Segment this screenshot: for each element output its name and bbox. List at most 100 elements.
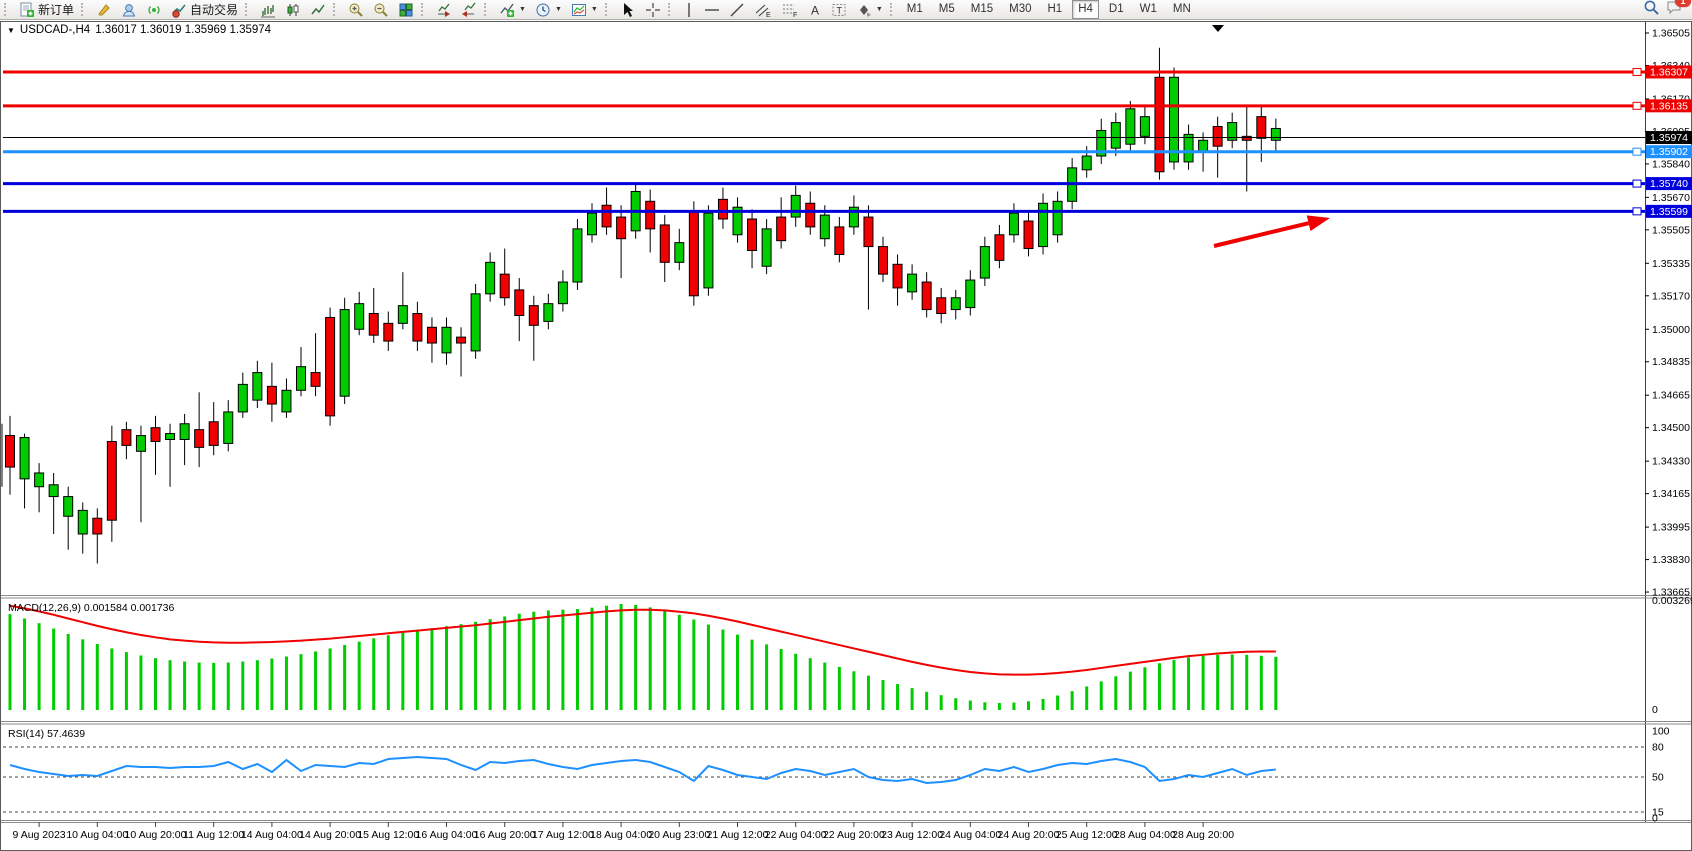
svg-text:1.34835: 1.34835	[1652, 356, 1690, 368]
rsi-indicator: 100 80 50 150 RSI(14) 57.4639	[3, 726, 1670, 825]
templates-button[interactable]: ▼	[567, 0, 602, 20]
shapes-tool-button[interactable]: ▼	[852, 0, 887, 20]
new-order-label: 新订单	[38, 3, 75, 17]
zoom-in-button[interactable]	[344, 0, 368, 20]
timeframe-button-M5[interactable]: M5	[938, 3, 955, 15]
timeframe-button-H4[interactable]: H4	[1072, 0, 1099, 19]
svg-text:RSI(14) 57.4639: RSI(14) 57.4639	[8, 728, 85, 740]
price-line-1.35974[interactable]: 1.35974	[3, 131, 1692, 145]
main-toolbar: 新订单 自动交易	[0, 0, 1692, 20]
notifications-chat-icon[interactable]: 1	[1666, 0, 1691, 21]
svg-text:1.34500: 1.34500	[1652, 422, 1690, 434]
chart-ohlc-values: 1.36017 1.36019 1.35969 1.35974	[95, 24, 272, 36]
template-icon	[571, 2, 587, 18]
crayon-icon	[96, 2, 112, 18]
search-icon[interactable]	[1643, 0, 1660, 21]
auto-scroll-button[interactable]	[432, 0, 456, 20]
svg-text:14 Aug 20:00: 14 Aug 20:00	[299, 829, 361, 841]
line-chart-mode-button[interactable]	[306, 0, 330, 20]
svg-text:16 Aug 20:00: 16 Aug 20:00	[474, 829, 536, 841]
zoom-out-icon	[373, 2, 389, 18]
svg-text:28 Aug 20:00: 28 Aug 20:00	[1172, 829, 1234, 841]
bar-chart-mode-button[interactable]	[256, 0, 280, 20]
svg-text:1.34165: 1.34165	[1652, 488, 1690, 500]
zoom-in-icon	[348, 2, 364, 18]
svg-text:1.33830: 1.33830	[1652, 554, 1690, 566]
vline-tool-button[interactable]	[679, 0, 699, 20]
price-line-1.36307[interactable]: 1.36307	[3, 65, 1692, 79]
svg-text:E: E	[766, 12, 771, 18]
tile-windows-button[interactable]	[394, 0, 418, 20]
market-watch-icon	[121, 2, 137, 18]
toolbar-grip	[889, 3, 896, 16]
crosshair-tool-button[interactable]	[641, 0, 665, 20]
text-tool-button[interactable]: A	[804, 0, 826, 20]
svg-text:1.35000: 1.35000	[1652, 324, 1690, 336]
timeframe-button-D1[interactable]: D1	[1108, 3, 1124, 15]
horizontal-line-icon	[704, 2, 720, 18]
timeframe-button-M30[interactable]: M30	[1009, 3, 1032, 15]
timeframe-button-M1[interactable]: M1	[906, 3, 923, 15]
dropdown-caret-icon: ▼	[554, 6, 562, 13]
chart-canvas[interactable]: 1.365051.363401.361701.360051.358401.356…	[0, 21, 1692, 851]
signals-button[interactable]	[142, 0, 166, 20]
price-line-1.35740[interactable]: 1.35740	[3, 177, 1692, 191]
svg-text:1.34330: 1.34330	[1652, 456, 1690, 468]
hline-tool-button[interactable]	[700, 0, 724, 20]
chart-shift-marker[interactable]	[1212, 25, 1224, 32]
svg-text:15: 15	[1652, 807, 1664, 819]
price-line-1.35599[interactable]: 1.35599	[3, 204, 1692, 218]
svg-text:21 Aug 12:00: 21 Aug 12:00	[707, 829, 769, 841]
candlestick-icon	[285, 2, 301, 18]
channel-tool-button[interactable]: E	[750, 0, 776, 20]
styler-button[interactable]	[92, 0, 116, 20]
timeframe-toolbar: M1 M5 M15 M30 H1 H4 D1 W1 MN	[901, 0, 1197, 19]
timeframe-button-W1[interactable]: W1	[1139, 3, 1157, 15]
svg-text:1.36505: 1.36505	[1652, 28, 1690, 40]
svg-text:0: 0	[1652, 813, 1658, 825]
timeframe-button-MN[interactable]: MN	[1172, 3, 1191, 15]
svg-text:15 Aug 12:00: 15 Aug 12:00	[357, 829, 419, 841]
shapes-icon	[856, 2, 872, 18]
trendline-tool-button[interactable]	[725, 0, 749, 20]
toolbar-grip	[667, 3, 674, 16]
rsi-line	[9, 755, 1276, 785]
timeframe-button-M15[interactable]: M15	[970, 3, 994, 15]
svg-text:10 Aug 20:00: 10 Aug 20:00	[125, 829, 187, 841]
auto-scroll-icon	[436, 2, 452, 18]
svg-text:17 Aug 12:00: 17 Aug 12:00	[532, 829, 594, 841]
dropdown-caret-icon: ▼	[519, 6, 526, 13]
autotrade-label: 自动交易	[190, 3, 239, 17]
svg-text:24 Aug 20:00: 24 Aug 20:00	[998, 829, 1060, 841]
chart-symbol-period: USDCAD-,H4	[19, 24, 91, 36]
equidistant-channel-icon: E	[754, 2, 772, 18]
trendline-icon	[729, 2, 745, 18]
svg-text:1.35599: 1.35599	[1650, 206, 1688, 218]
autotrade-button[interactable]: 自动交易	[167, 0, 242, 20]
chart-title: ▼ USDCAD-,H4 1.36017 1.36019 1.35969 1.3…	[7, 24, 271, 36]
price-line-1.36135[interactable]: 1.36135	[3, 99, 1692, 113]
bar-chart-icon	[260, 2, 276, 18]
svg-text:1.36307: 1.36307	[1650, 66, 1688, 78]
zoom-out-button[interactable]	[369, 0, 393, 20]
svg-text:16 Aug 04:00: 16 Aug 04:00	[416, 829, 478, 841]
timeframe-button-H1[interactable]: H1	[1047, 3, 1063, 15]
svg-text:1.35840: 1.35840	[1652, 158, 1690, 170]
price-line-1.35902[interactable]: 1.35902	[3, 145, 1692, 159]
label-tool-button[interactable]: T	[827, 0, 851, 20]
cursor-tool-button[interactable]	[616, 0, 640, 20]
candle-chart-mode-button[interactable]	[281, 0, 305, 20]
market-watch-button[interactable]	[117, 0, 141, 20]
new-order-button[interactable]: 新订单	[15, 0, 78, 20]
symbol-dropdown-icon[interactable]: ▼	[7, 25, 15, 35]
indicators-button[interactable]: ▼	[495, 0, 530, 20]
chart-shift-button[interactable]	[457, 0, 481, 20]
svg-text:22 Aug 04:00: 22 Aug 04:00	[765, 829, 827, 841]
svg-text:0: 0	[1652, 704, 1658, 716]
macd-indicator: MACD(12,26,9) 0.001584 0.001736 0.003269 0	[8, 595, 1692, 716]
periods-button[interactable]: ▼	[531, 0, 566, 20]
trend-arrow-annotation[interactable]	[1213, 215, 1330, 248]
fibonacci-tool-button[interactable]: F	[777, 0, 803, 20]
svg-text:1.33995: 1.33995	[1652, 522, 1690, 534]
